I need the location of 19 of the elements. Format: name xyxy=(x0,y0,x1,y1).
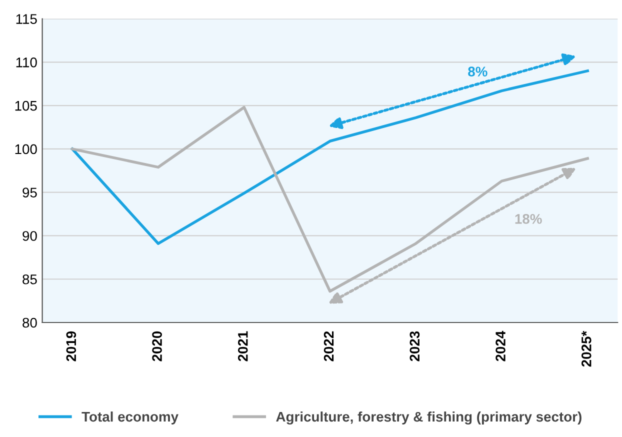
annotation: 18% xyxy=(515,214,542,224)
y-tick-label: 110 xyxy=(16,58,37,68)
x-tick-label: 2019 xyxy=(66,331,76,362)
y-tick-label: 115 xyxy=(16,14,37,24)
y-tick-label: 105 xyxy=(15,100,37,111)
y-tick-label: 90 xyxy=(22,231,37,241)
legend-label: Agriculture, forestry & fishing (primary sector) xyxy=(276,411,582,424)
x-tick-label: 2022 xyxy=(324,331,334,362)
legend-label: Total economy xyxy=(82,411,178,424)
y-tick-label: 95 xyxy=(22,188,37,198)
y-tick-label: 80 xyxy=(22,318,37,328)
x-tick-label: 2021 xyxy=(238,331,248,362)
x-tick-label: 2024 xyxy=(496,330,506,362)
x-tick-label: 2025* xyxy=(581,330,592,367)
y-tick-label: 100 xyxy=(15,144,37,154)
y-tick-label: 85 xyxy=(22,274,37,284)
x-tick-label: 2023 xyxy=(410,331,420,362)
annotation: 8% xyxy=(468,66,488,76)
x-tick-label: 2020 xyxy=(152,331,162,362)
